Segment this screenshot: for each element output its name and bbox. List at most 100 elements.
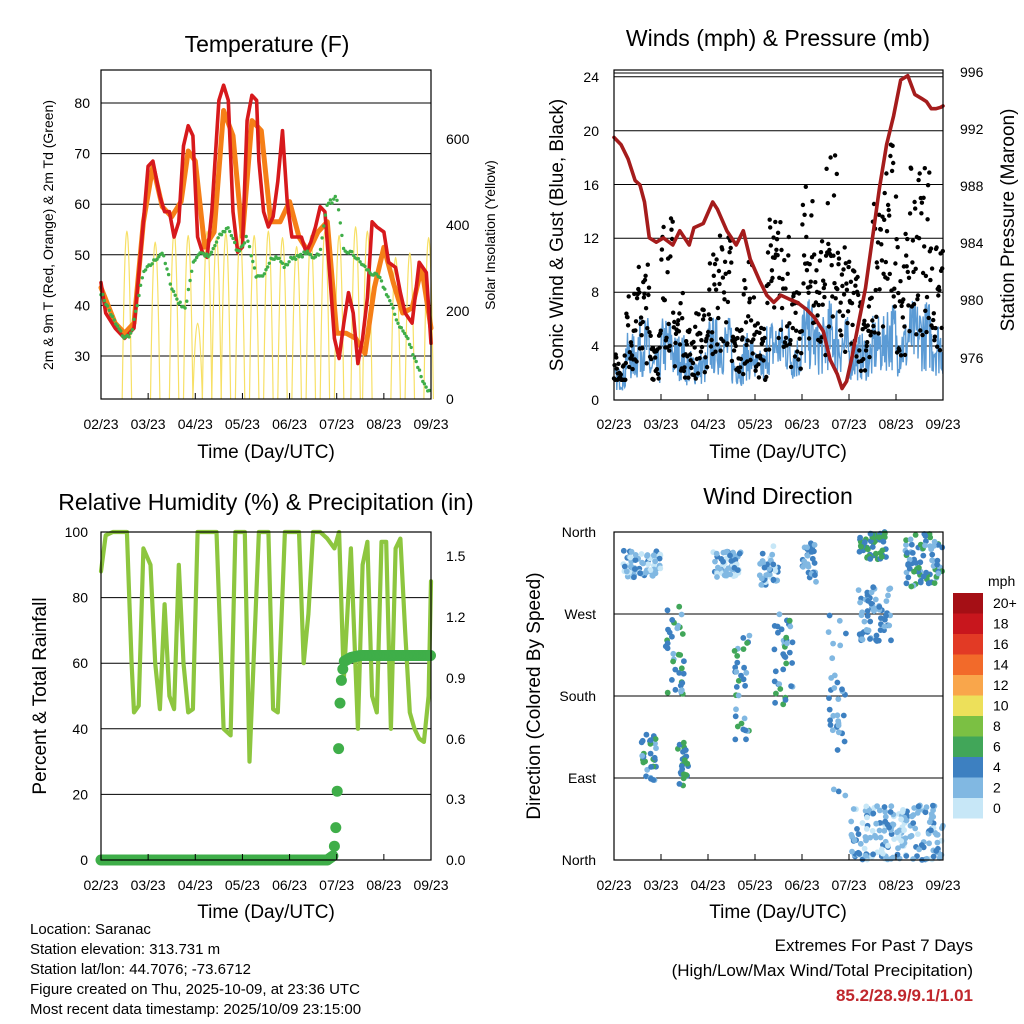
dewpoint-point xyxy=(305,249,309,253)
gust-point xyxy=(778,327,784,332)
gust-point xyxy=(625,323,631,328)
wind-direction-point xyxy=(786,649,793,656)
y2-tick-label: 600 xyxy=(446,131,470,147)
gust-point xyxy=(664,335,669,340)
y-axis-title: Sonic Wind & Gust (Blue, Black) xyxy=(547,99,568,371)
gust-point xyxy=(841,267,846,272)
gust-point xyxy=(890,143,895,148)
dewpoint-point xyxy=(160,251,164,255)
gust-point xyxy=(645,326,650,331)
dewpoint-point xyxy=(378,275,382,280)
wind-direction-point xyxy=(861,845,868,852)
gust-point xyxy=(702,313,707,318)
winds-panel: Winds (mph) & Pressure (mb) 0 4 8 12 16 … xyxy=(547,25,1019,463)
wind-direction-point xyxy=(746,632,753,639)
gust-point xyxy=(915,297,920,302)
y2-tick-label: 996 xyxy=(960,64,984,80)
wind-direction-point xyxy=(639,752,646,759)
legend-title: mph xyxy=(988,573,1015,589)
wind-direction-point xyxy=(930,543,937,549)
wind-direction-point xyxy=(886,622,893,629)
gust-point xyxy=(902,324,907,329)
wind-direction-point xyxy=(930,853,937,860)
gust-point xyxy=(823,253,829,258)
x-tick-label: 08/23 xyxy=(878,416,913,432)
dewpoint-point xyxy=(150,262,154,266)
dewpoint-point xyxy=(396,321,400,325)
y2-tick-label: 0 xyxy=(446,391,454,407)
gust-point xyxy=(816,302,821,308)
wind-direction-point xyxy=(740,646,747,652)
gust-point xyxy=(907,211,913,216)
wind-direction-point xyxy=(830,640,836,647)
y-tick-label: 60 xyxy=(72,655,88,671)
gust-point xyxy=(744,342,749,348)
wind-direction-point xyxy=(929,557,935,564)
wind-direction-point xyxy=(653,745,659,752)
station-pressure-line xyxy=(612,73,945,391)
wind-direction-point xyxy=(627,554,634,561)
wind-direction-point xyxy=(885,842,891,849)
gust-point xyxy=(722,297,727,302)
wind-direction-point xyxy=(895,834,902,841)
dewpoint-point xyxy=(264,268,268,272)
dewpoint-point xyxy=(115,324,120,328)
gust-point xyxy=(699,344,705,350)
wind-direction-point xyxy=(825,629,832,635)
dewpoint-point xyxy=(129,331,133,335)
precipitation-point xyxy=(327,850,339,862)
wind-direction-point xyxy=(912,825,919,832)
recent-data-timestamp: Most recent data timestamp: 2025/10/09 2… xyxy=(30,1001,362,1018)
dewpoint-point xyxy=(389,302,394,306)
gust-point xyxy=(766,347,772,352)
dewpoint-point xyxy=(204,252,209,256)
gust-point xyxy=(799,351,804,356)
wind-direction-point xyxy=(888,803,895,810)
gust-point xyxy=(824,166,829,171)
solar-insolation-peak xyxy=(121,230,133,400)
gust-point xyxy=(651,377,656,382)
wind-direction-point xyxy=(916,846,922,853)
precipitation-point xyxy=(328,840,340,852)
gust-point xyxy=(931,311,936,316)
wind-direction-panel: Wind Direction North West South East Nor… xyxy=(524,483,1017,923)
wind-direction-point xyxy=(680,775,687,782)
dewpoint-point xyxy=(209,250,214,254)
gust-point xyxy=(874,314,879,319)
wind-direction-point xyxy=(835,788,842,795)
wind-direction-point xyxy=(883,598,890,604)
x-tick-label: 03/23 xyxy=(131,877,166,893)
wind-direction-point xyxy=(777,686,784,692)
dewpoint-point xyxy=(178,300,182,304)
x-axis-title: Time (Day/UTC) xyxy=(709,902,847,923)
gust-point xyxy=(885,276,890,281)
dewpoint-point xyxy=(195,255,199,260)
wind-direction-point xyxy=(740,635,747,641)
plot-frame xyxy=(100,531,432,861)
gust-point xyxy=(633,319,639,324)
gust-point xyxy=(695,371,701,376)
dewpoint-point xyxy=(229,233,234,238)
gust-point xyxy=(813,280,818,285)
legend-swatch xyxy=(953,777,983,798)
wind-direction-point xyxy=(771,678,778,685)
wind-direction-point xyxy=(862,852,869,859)
gust-point xyxy=(916,236,922,241)
gust-point xyxy=(799,329,804,334)
precipitation-point xyxy=(334,697,346,709)
gust-point xyxy=(812,252,817,257)
wind-direction-point xyxy=(849,848,855,855)
gust-point xyxy=(711,252,716,257)
gust-point xyxy=(810,199,815,204)
wind-direction-point xyxy=(835,718,842,724)
gust-point xyxy=(872,330,877,335)
wind-direction-point xyxy=(808,549,815,555)
wind-direction-point xyxy=(766,566,772,572)
gust-point xyxy=(712,261,718,267)
dewpoint-point xyxy=(388,299,392,303)
dewpoint-point xyxy=(294,257,298,261)
gust-point xyxy=(731,348,737,353)
gust-point xyxy=(787,321,792,326)
gust-point xyxy=(845,309,851,314)
